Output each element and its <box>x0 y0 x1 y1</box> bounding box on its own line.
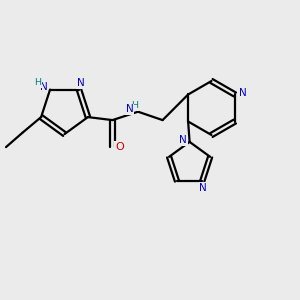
Text: N: N <box>238 88 246 98</box>
Text: H: H <box>131 101 138 110</box>
Text: O: O <box>115 142 124 152</box>
Text: N: N <box>179 135 187 146</box>
Text: N: N <box>126 104 134 114</box>
Text: N: N <box>76 78 84 88</box>
Text: N: N <box>199 183 207 193</box>
Text: N: N <box>40 82 47 92</box>
Text: H: H <box>34 79 41 88</box>
